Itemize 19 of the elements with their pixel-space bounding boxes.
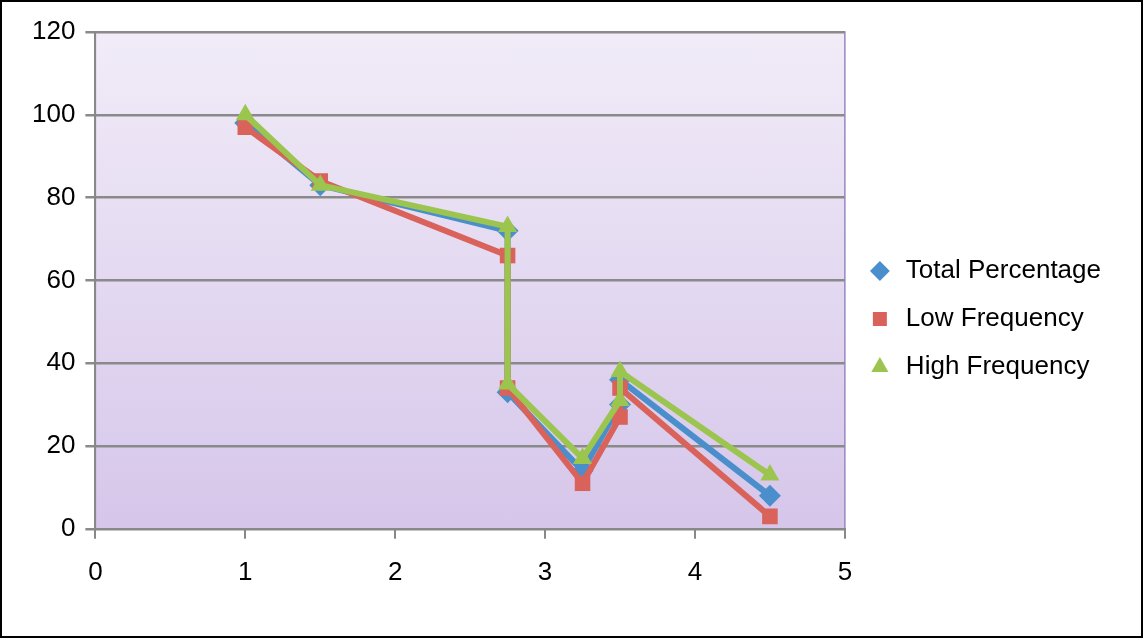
point xyxy=(762,508,778,525)
y-tick-label: 80 xyxy=(46,180,76,211)
x-tick-label: 1 xyxy=(238,555,253,586)
y-tick-label: 40 xyxy=(46,346,76,377)
y-tick-label: 60 xyxy=(46,263,76,294)
x-tick-label: 0 xyxy=(88,555,103,586)
x-tick-label: 5 xyxy=(837,555,853,586)
x-tick-label: 3 xyxy=(537,555,553,586)
y-tick-label: 100 xyxy=(31,97,76,128)
legend-label: Low Frequency xyxy=(905,302,1084,333)
legend-label: High Frequency xyxy=(905,350,1090,381)
x-tick-label: 2 xyxy=(387,555,403,586)
x-tick-label: 4 xyxy=(687,555,703,586)
y-tick-label: 120 xyxy=(31,15,76,46)
point xyxy=(574,475,591,492)
y-tick-label: 20 xyxy=(46,429,76,460)
y-tick-label: 0 xyxy=(60,511,76,542)
point xyxy=(758,484,781,507)
legend-label: Total Percentage xyxy=(905,254,1102,285)
